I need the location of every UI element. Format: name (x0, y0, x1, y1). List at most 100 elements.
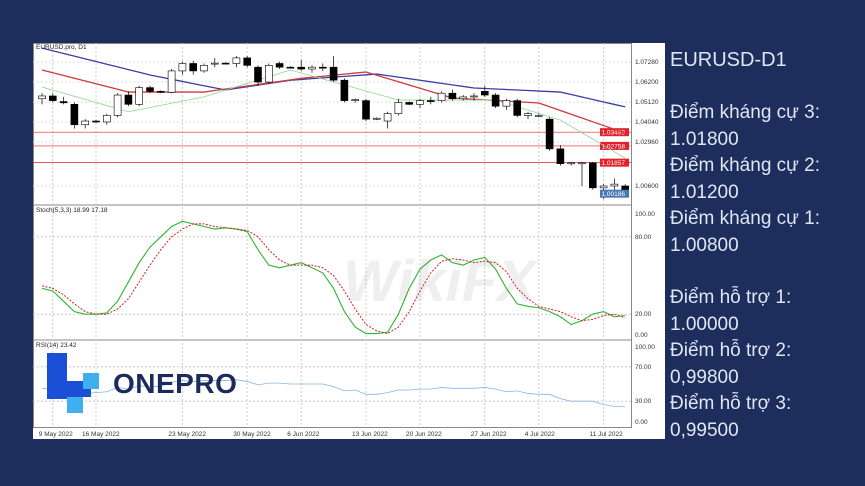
chart-window: 9 May 2022 16 May 2022 23 May 2022 30 May 2… (33, 43, 665, 439)
stoch-tick-label: 80.00 (635, 234, 652, 241)
candle (588, 162, 597, 189)
candle (329, 66, 338, 81)
level-price-tag (600, 141, 629, 150)
levels-list: Điểm kháng cự 3: 1.01800 Điểm kháng cự 2… (670, 100, 820, 444)
candle (243, 57, 251, 66)
candle (610, 183, 619, 187)
candle (297, 66, 306, 70)
current-price-tag (600, 189, 629, 198)
support-1-label: Điểm hỗ trợ 1: (670, 287, 792, 308)
date-tick-label: 20 Jun 2022 (406, 431, 442, 438)
date-tick-label: 30 May 2022 (233, 431, 271, 438)
date-tick-label: 13 Jun 2022 (352, 431, 388, 438)
candle (254, 66, 262, 83)
candle (502, 100, 511, 107)
candle (372, 117, 381, 120)
candle (38, 95, 46, 100)
candle (59, 101, 68, 104)
ma-fast-line (41, 69, 626, 159)
candle (524, 113, 532, 116)
candle (362, 100, 370, 120)
candle (48, 95, 57, 101)
candle (124, 94, 133, 105)
support-2-value: 0,99800 (670, 366, 739, 388)
level-price-label: 1.03499 (602, 130, 626, 137)
symbol-label: EURUSD.pro, D1 (36, 44, 87, 51)
support-2-label: Điểm hỗ trợ 2: (670, 340, 792, 361)
onepro-logo-text: ONEPRO (113, 368, 238, 399)
candle (394, 102, 403, 114)
resistance-2-label: Điểm kháng cự 2: (670, 155, 821, 176)
candle (448, 92, 457, 100)
candle (426, 100, 435, 102)
wikifx-watermark: WikiFX (343, 249, 536, 314)
price-tick-label: 1.05120 (635, 99, 659, 106)
level-price-tag (600, 158, 629, 167)
level-price-tag (600, 128, 629, 137)
rsi-tick-label: 70.00 (635, 364, 652, 371)
candle (189, 63, 197, 72)
candle (491, 94, 500, 107)
candle (340, 79, 349, 101)
stoch-k-line (41, 220, 626, 335)
price-tick-label: 1.04040 (635, 119, 659, 126)
candle (599, 185, 608, 189)
resistance-1-label: Điểm kháng cự 1: (670, 208, 821, 229)
candle (221, 62, 230, 65)
candle (513, 100, 522, 116)
candle (318, 66, 327, 69)
candle (470, 95, 478, 98)
date-tick-label: 27 Jun 2022 (471, 431, 507, 438)
onepro-logo-mark (45, 353, 107, 415)
rsi-tick-label: 0.00 (635, 419, 648, 426)
price-tick-label: 1.07280 (635, 59, 659, 66)
date-tick-label: 4 Jul 2022 (525, 431, 555, 438)
date-tick-label: 11 Jul 2022 (590, 431, 624, 438)
candle (459, 96, 468, 100)
date-tick-label: 9 May 2022 (39, 431, 73, 438)
candle (405, 102, 414, 105)
resistance-3-label: Điểm kháng cự 3: (670, 102, 821, 123)
candle (178, 63, 187, 72)
date-tick-label: 16 May 2022 (82, 431, 120, 438)
price-chart: 9 May 2022 16 May 2022 23 May 2022 30 May 2… (33, 43, 659, 438)
candle (70, 104, 79, 126)
candle (383, 113, 392, 122)
candle (135, 87, 143, 105)
date-tick-label: 6 Jun 2022 (287, 431, 320, 438)
candle (200, 65, 208, 72)
candle (437, 92, 446, 101)
resistance-1-value: 1.00800 (670, 234, 739, 256)
rsi-label: RSI(14) 23.42 (36, 342, 77, 349)
candle (286, 66, 295, 69)
candle (211, 62, 219, 65)
candle (534, 115, 543, 117)
stoch-tick-label: 100.00 (635, 211, 655, 218)
candle (578, 162, 586, 165)
candle (157, 91, 165, 93)
candle (545, 118, 554, 150)
candle (103, 115, 111, 123)
candle (232, 57, 241, 64)
candle (167, 70, 176, 93)
plot-frame (33, 43, 632, 428)
stoch-tick-label: 20.00 (635, 311, 652, 318)
candle (480, 91, 489, 96)
candle (81, 120, 90, 126)
onepro-logo: ONEPRO (45, 353, 237, 415)
level-price-label: 1.02758 (602, 143, 626, 150)
support-3-value: 0,99500 (670, 419, 739, 441)
stoch-label: Stoch(5,3,3) 18.99 17.18 (36, 207, 108, 214)
candle (265, 65, 273, 83)
rsi-tick-label: 30.00 (635, 398, 652, 405)
candle (567, 162, 576, 165)
level-price-label: 1.01857 (602, 160, 626, 167)
support-1-value: 1.00000 (670, 313, 739, 335)
candle (113, 94, 122, 116)
price-tick-label: 1.02960 (635, 139, 659, 146)
candle (556, 148, 565, 165)
price-tick-label: 1.00600 (635, 183, 659, 190)
stoch-tick-label: 0.00 (635, 332, 648, 339)
sidebar-title: EURUSD-D1 (670, 49, 787, 71)
price-tick-label: 1.06200 (635, 79, 659, 86)
